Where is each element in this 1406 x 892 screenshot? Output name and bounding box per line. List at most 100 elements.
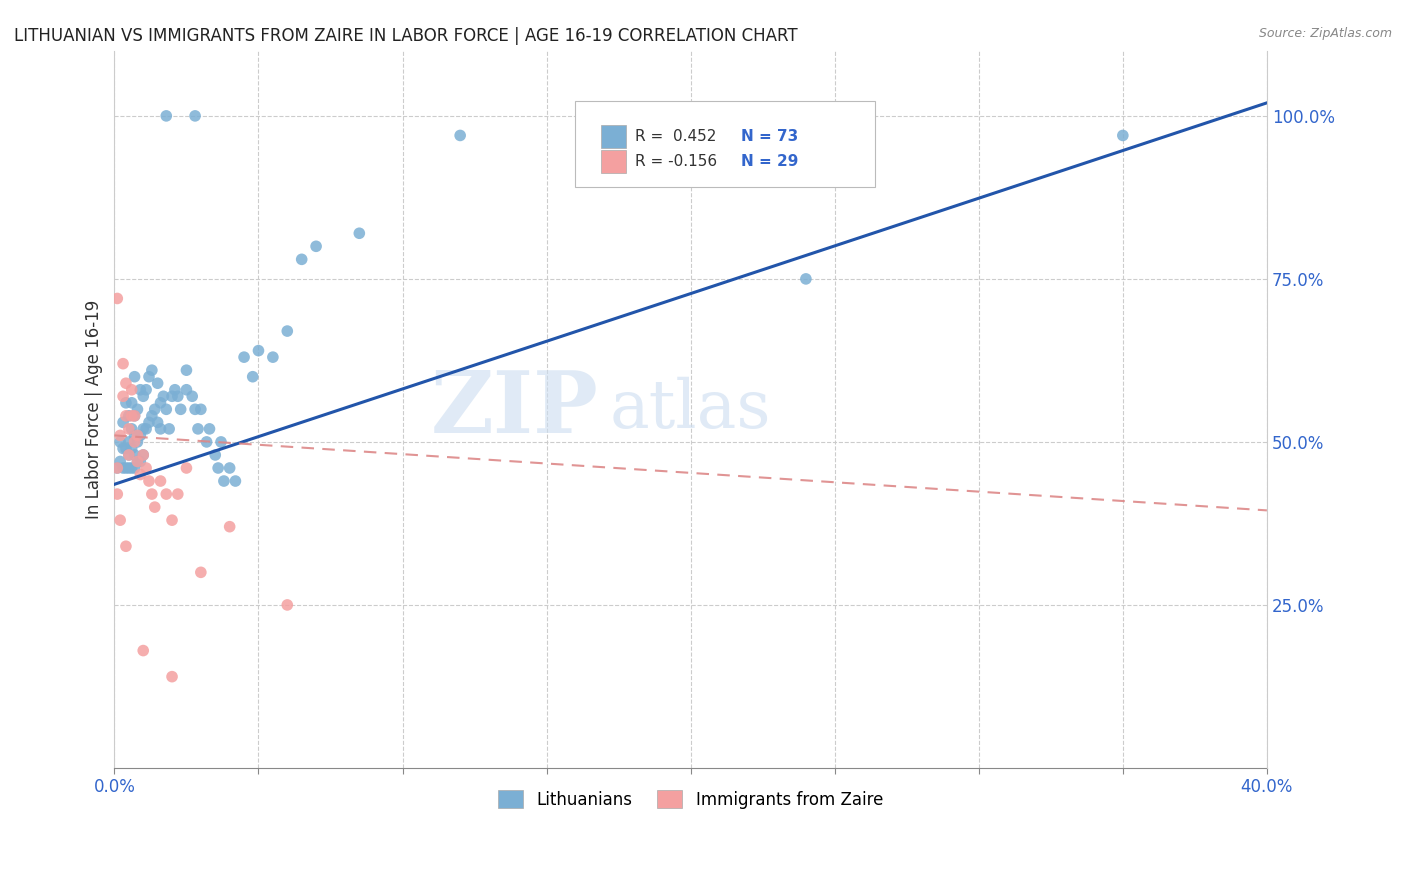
Point xyxy=(349,226,371,240)
Point xyxy=(138,369,160,384)
Point xyxy=(121,461,143,475)
Point xyxy=(163,383,186,397)
Point xyxy=(209,434,232,449)
Point xyxy=(115,539,138,553)
Point xyxy=(108,434,131,449)
Point xyxy=(121,396,143,410)
Text: atlas: atlas xyxy=(610,376,772,442)
Point xyxy=(146,415,169,429)
Point xyxy=(108,428,131,442)
Point xyxy=(129,383,152,397)
Point xyxy=(118,448,141,462)
Point xyxy=(124,428,146,442)
Point xyxy=(149,396,172,410)
Point xyxy=(242,369,264,384)
Point xyxy=(141,487,163,501)
Point xyxy=(129,454,152,468)
Point xyxy=(118,422,141,436)
Point xyxy=(132,389,155,403)
Point xyxy=(207,461,229,475)
Point xyxy=(124,369,146,384)
Text: N = 29: N = 29 xyxy=(741,154,799,169)
Text: R =  0.452: R = 0.452 xyxy=(636,129,717,145)
Point xyxy=(112,442,135,456)
Point xyxy=(141,363,163,377)
Point xyxy=(129,428,152,442)
Point xyxy=(184,109,207,123)
Point xyxy=(115,396,138,410)
Point xyxy=(127,428,149,442)
Point xyxy=(124,434,146,449)
Point xyxy=(155,109,177,123)
Point xyxy=(276,324,298,338)
Point xyxy=(124,448,146,462)
Point xyxy=(224,474,246,488)
Point xyxy=(132,422,155,436)
Y-axis label: In Labor Force | Age 16-19: In Labor Force | Age 16-19 xyxy=(86,300,103,519)
Point xyxy=(190,566,212,580)
Point xyxy=(157,422,180,436)
Point xyxy=(112,461,135,475)
Point xyxy=(449,128,471,143)
Point xyxy=(141,409,163,423)
Point xyxy=(794,272,817,286)
Point xyxy=(105,461,128,475)
Point xyxy=(124,409,146,423)
Point xyxy=(138,415,160,429)
Point xyxy=(121,442,143,456)
Point xyxy=(118,461,141,475)
Point xyxy=(276,598,298,612)
Point xyxy=(135,422,157,436)
Point xyxy=(115,376,138,391)
Text: ZIP: ZIP xyxy=(430,368,599,451)
Point xyxy=(118,409,141,423)
Point xyxy=(135,383,157,397)
Point xyxy=(124,409,146,423)
Point xyxy=(127,402,149,417)
Text: R = -0.156: R = -0.156 xyxy=(636,154,717,169)
Point xyxy=(204,448,226,462)
Point xyxy=(124,461,146,475)
Point xyxy=(105,461,128,475)
Point xyxy=(149,422,172,436)
Legend: Lithuanians, Immigrants from Zaire: Lithuanians, Immigrants from Zaire xyxy=(489,782,891,817)
Point xyxy=(127,454,149,468)
Point xyxy=(176,363,198,377)
Point xyxy=(247,343,270,358)
Point xyxy=(291,252,314,267)
Point xyxy=(105,487,128,501)
Point xyxy=(176,461,198,475)
Point xyxy=(105,292,128,306)
Point xyxy=(115,461,138,475)
Point xyxy=(146,376,169,391)
FancyBboxPatch shape xyxy=(600,151,626,173)
Point xyxy=(138,474,160,488)
Point xyxy=(155,402,177,417)
Point xyxy=(108,454,131,468)
Point xyxy=(132,448,155,462)
Point xyxy=(218,461,240,475)
Point xyxy=(132,643,155,657)
Point xyxy=(155,487,177,501)
Text: LITHUANIAN VS IMMIGRANTS FROM ZAIRE IN LABOR FORCE | AGE 16-19 CORRELATION CHART: LITHUANIAN VS IMMIGRANTS FROM ZAIRE IN L… xyxy=(14,27,797,45)
FancyBboxPatch shape xyxy=(575,101,875,187)
Point xyxy=(233,350,256,364)
Point xyxy=(149,474,172,488)
Point xyxy=(198,422,221,436)
Point xyxy=(160,670,183,684)
Point xyxy=(121,422,143,436)
Point xyxy=(143,402,166,417)
Text: N = 73: N = 73 xyxy=(741,129,799,145)
Point xyxy=(305,239,328,253)
Point xyxy=(108,513,131,527)
Point xyxy=(1112,128,1135,143)
Point xyxy=(181,389,204,403)
Point xyxy=(166,389,188,403)
Point xyxy=(176,383,198,397)
Point xyxy=(160,389,183,403)
Point xyxy=(127,434,149,449)
Point xyxy=(187,422,209,436)
Point xyxy=(135,461,157,475)
Point xyxy=(143,500,166,515)
Point xyxy=(129,467,152,482)
